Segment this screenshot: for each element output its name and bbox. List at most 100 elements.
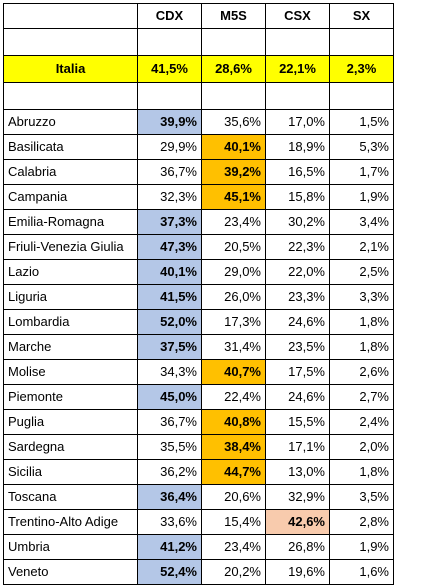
value-cdx: 36,2% [137, 459, 202, 485]
value-cdx: 34,3% [137, 359, 202, 385]
header-cdx: CDX [137, 3, 202, 29]
region-name: Marche [3, 334, 138, 360]
table-row: Toscana 36,4% 20,6% 32,9% 3,5% [3, 484, 394, 510]
table-row: Umbria 41,2% 23,4% 26,8% 1,9% [3, 534, 394, 560]
spacer-row [3, 82, 394, 110]
value-sx: 2,0% [329, 434, 394, 460]
value-sx: 2,5% [329, 259, 394, 285]
value-sx: 2,1% [329, 234, 394, 260]
value-cdx: 29,9% [137, 134, 202, 160]
table-row: Veneto 52,4% 20,2% 19,6% 1,6% [3, 559, 394, 585]
value-cdx: 36,7% [137, 409, 202, 435]
region-name: Piemonte [3, 384, 138, 410]
value-m5s: 29,0% [201, 259, 266, 285]
value-m5s: 39,2% [201, 159, 266, 185]
table-row: Basilicata 29,9% 40,1% 18,9% 5,3% [3, 134, 394, 160]
region-name: Campania [3, 184, 138, 210]
value-cdx: 35,5% [137, 434, 202, 460]
value-csx: 30,2% [265, 209, 330, 235]
value-cdx: 41,5% [137, 284, 202, 310]
regional-poll-table: CDX M5S CSX SX Italia 41,5% 28,6% 22,1% … [3, 3, 394, 585]
value-csx: 23,3% [265, 284, 330, 310]
region-name: Puglia [3, 409, 138, 435]
table-row: Lombardia 52,0% 17,3% 24,6% 1,8% [3, 309, 394, 335]
table-row: Friuli-Venezia Giulia 47,3% 20,5% 22,3% 2,1% [3, 234, 394, 260]
table-row: Molise 34,3% 40,7% 17,5% 2,6% [3, 359, 394, 385]
value-cdx: 36,4% [137, 484, 202, 510]
value-cdx: 39,9% [137, 109, 202, 135]
value-cdx: 32,3% [137, 184, 202, 210]
region-name: Calabria [3, 159, 138, 185]
value-csx: 17,5% [265, 359, 330, 385]
region-name: Lazio [3, 259, 138, 285]
header-m5s: M5S [201, 3, 266, 29]
value-csx: 17,0% [265, 109, 330, 135]
region-name: Veneto [3, 559, 138, 585]
table-row: Abruzzo 39,9% 35,6% 17,0% 1,5% [3, 109, 394, 135]
value-cdx: 33,6% [137, 509, 202, 535]
value-cdx: 45,0% [137, 384, 202, 410]
value-cdx: 52,4% [137, 559, 202, 585]
value-cdx: 37,5% [137, 334, 202, 360]
value-cdx: 37,3% [137, 209, 202, 235]
value-sx: 3,5% [329, 484, 394, 510]
region-name: Lombardia [3, 309, 138, 335]
table-row: Liguria 41,5% 26,0% 23,3% 3,3% [3, 284, 394, 310]
value-csx: 18,9% [265, 134, 330, 160]
value-csx: 23,5% [265, 334, 330, 360]
value-m5s: 40,8% [201, 409, 266, 435]
table-row: Sicilia 36,2% 44,7% 13,0% 1,8% [3, 459, 394, 485]
table-row: Piemonte 45,0% 22,4% 24,6% 2,7% [3, 384, 394, 410]
value-csx: 13,0% [265, 459, 330, 485]
region-name: Sardegna [3, 434, 138, 460]
value-csx: 42,6% [265, 509, 330, 535]
table-row: Trentino-Alto Adige 33,6% 15,4% 42,6% 2,8% [3, 509, 394, 535]
value-sx: 1,7% [329, 159, 394, 185]
header-row: CDX M5S CSX SX [3, 3, 394, 29]
value-csx: 32,9% [265, 484, 330, 510]
value-m5s: 38,4% [201, 434, 266, 460]
spacer-row [3, 28, 394, 56]
national-cdx: 41,5% [137, 55, 202, 83]
value-csx: 22,3% [265, 234, 330, 260]
region-name: Molise [3, 359, 138, 385]
results-table-container: CDX M5S CSX SX Italia 41,5% 28,6% 22,1% … [3, 3, 394, 585]
value-csx: 15,8% [265, 184, 330, 210]
value-m5s: 23,4% [201, 534, 266, 560]
value-sx: 1,8% [329, 309, 394, 335]
value-m5s: 26,0% [201, 284, 266, 310]
value-sx: 1,8% [329, 334, 394, 360]
value-m5s: 45,1% [201, 184, 266, 210]
value-sx: 5,3% [329, 134, 394, 160]
region-name: Trentino-Alto Adige [3, 509, 138, 535]
table-row: Marche 37,5% 31,4% 23,5% 1,8% [3, 334, 394, 360]
value-sx: 2,7% [329, 384, 394, 410]
region-name: Umbria [3, 534, 138, 560]
value-sx: 3,3% [329, 284, 394, 310]
header-sx: SX [329, 3, 394, 29]
value-m5s: 44,7% [201, 459, 266, 485]
value-sx: 2,6% [329, 359, 394, 385]
header-region [3, 3, 138, 29]
region-name: Abruzzo [3, 109, 138, 135]
value-m5s: 23,4% [201, 209, 266, 235]
region-name: Sicilia [3, 459, 138, 485]
national-sx: 2,3% [329, 55, 394, 83]
table-row: Puglia 36,7% 40,8% 15,5% 2,4% [3, 409, 394, 435]
value-csx: 26,8% [265, 534, 330, 560]
value-m5s: 17,3% [201, 309, 266, 335]
region-name: Emilia-Romagna [3, 209, 138, 235]
table-row: Lazio 40,1% 29,0% 22,0% 2,5% [3, 259, 394, 285]
value-m5s: 20,6% [201, 484, 266, 510]
value-m5s: 35,6% [201, 109, 266, 135]
region-name: Basilicata [3, 134, 138, 160]
value-sx: 3,4% [329, 209, 394, 235]
header-csx: CSX [265, 3, 330, 29]
value-cdx: 47,3% [137, 234, 202, 260]
value-sx: 1,9% [329, 534, 394, 560]
table-row: Emilia-Romagna 37,3% 23,4% 30,2% 3,4% [3, 209, 394, 235]
value-cdx: 41,2% [137, 534, 202, 560]
value-m5s: 20,5% [201, 234, 266, 260]
table-row: Campania 32,3% 45,1% 15,8% 1,9% [3, 184, 394, 210]
national-m5s: 28,6% [201, 55, 266, 83]
